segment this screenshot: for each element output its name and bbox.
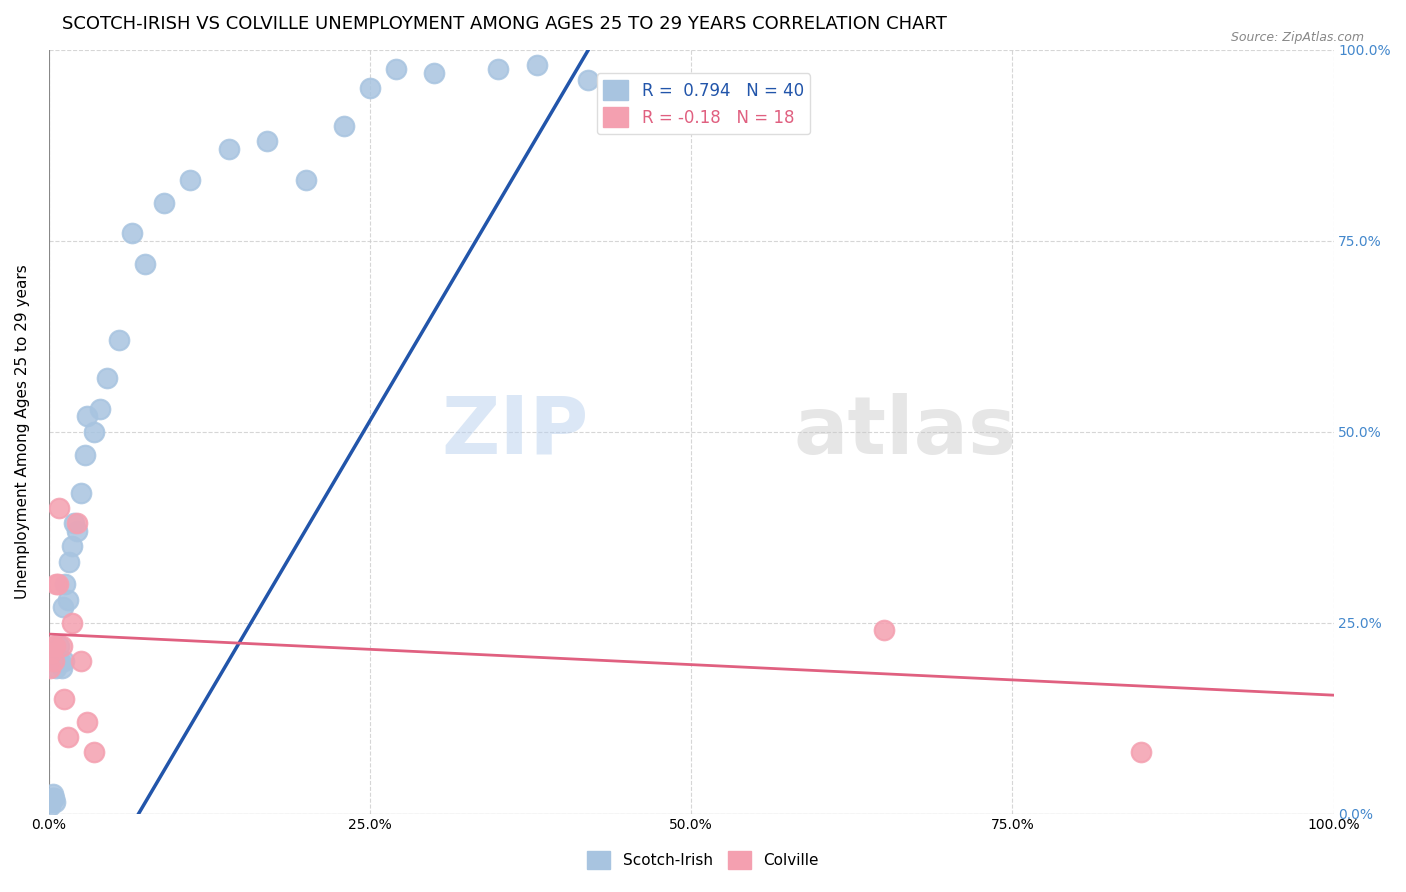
Y-axis label: Unemployment Among Ages 25 to 29 years: Unemployment Among Ages 25 to 29 years (15, 264, 30, 599)
Point (153, 195, 176, 210)
Point (83, 746, 105, 760)
Text: Source: ZipAtlas.com: Source: ZipAtlas.com (1230, 31, 1364, 45)
Point (44, 795, 66, 809)
Point (51, 661, 73, 675)
Point (333, 119, 356, 133)
Point (108, 333, 131, 347)
Point (76, 409, 98, 424)
Point (256, 135, 278, 149)
Point (46, 577, 69, 591)
Point (121, 226, 143, 240)
Point (58, 555, 80, 569)
Point (66, 516, 89, 531)
Point (41, 646, 63, 660)
Point (60, 615, 83, 630)
Legend: R =  0.794   N = 40, R = -0.18   N = 18: R = 0.794 N = 40, R = -0.18 N = 18 (596, 73, 810, 134)
Point (486, 62, 509, 76)
Point (294, 172, 316, 186)
Point (70, 485, 93, 500)
Point (73, 448, 96, 462)
Point (46, 654, 69, 668)
Point (423, 66, 446, 80)
Point (51, 639, 73, 653)
Point (218, 142, 240, 156)
Point (48, 639, 70, 653)
Point (134, 257, 156, 271)
Point (41, 788, 63, 802)
Point (76, 714, 98, 729)
Point (44, 639, 66, 653)
Point (42, 791, 65, 805)
Point (66, 524, 89, 538)
Point (39, 798, 62, 813)
Point (89, 401, 111, 416)
Point (873, 624, 896, 638)
Point (49, 654, 72, 668)
Point (70, 654, 93, 668)
Point (56, 592, 79, 607)
Point (359, 81, 381, 95)
Text: ZIP: ZIP (441, 392, 588, 471)
Point (45, 577, 67, 591)
Point (41, 639, 63, 653)
Point (83, 425, 105, 439)
Point (53, 692, 76, 706)
Point (52, 600, 75, 615)
Point (53, 654, 76, 668)
Point (576, 73, 599, 87)
Point (41, 795, 63, 809)
Point (179, 172, 201, 186)
Point (60, 539, 83, 553)
Point (55, 577, 77, 591)
Point (96, 371, 118, 385)
Point (56, 730, 79, 744)
Point (1129, 746, 1152, 760)
Text: SCOTCH-IRISH VS COLVILLE UNEMPLOYMENT AMONG AGES 25 TO 29 YEARS CORRELATION CHAR: SCOTCH-IRISH VS COLVILLE UNEMPLOYMENT AM… (62, 15, 946, 33)
Point (526, 58, 548, 72)
Point (63, 516, 86, 531)
Point (384, 62, 406, 76)
Point (39, 661, 62, 675)
Point (48, 501, 70, 516)
Point (45, 661, 67, 675)
Text: atlas: atlas (794, 392, 1017, 471)
Legend: Scotch-Irish, Colville: Scotch-Irish, Colville (581, 845, 825, 875)
Point (42, 654, 65, 668)
Point (41, 791, 63, 805)
